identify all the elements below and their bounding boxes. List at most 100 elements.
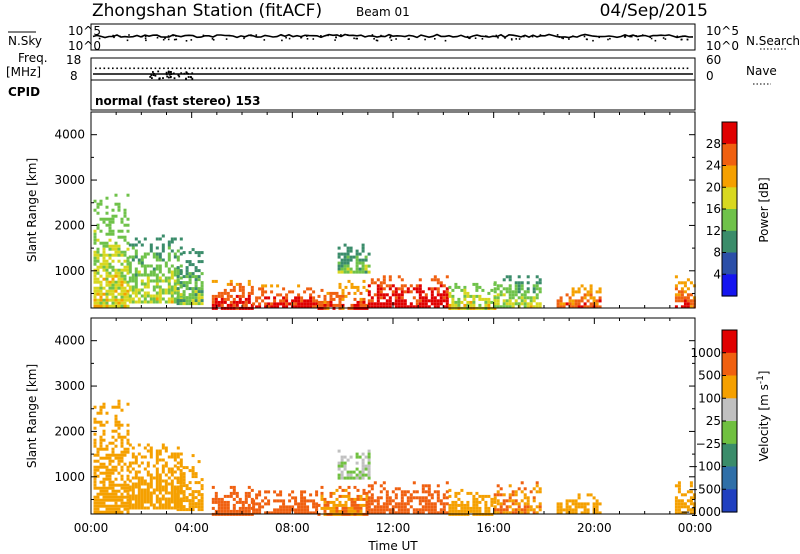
noise-point [664, 38, 667, 40]
echo-cell [343, 467, 347, 471]
echo-cell [335, 488, 339, 492]
echo-cell [356, 497, 360, 501]
echo-cell [490, 503, 494, 507]
echo-cell [326, 291, 330, 295]
echo-cell [105, 253, 109, 257]
echo-cell [361, 476, 365, 480]
echo-cell [400, 511, 404, 515]
echo-cell [391, 499, 395, 503]
echo-cell [692, 296, 696, 300]
echo-cell [347, 491, 351, 495]
echo-cell [217, 291, 221, 295]
echo-cell [149, 270, 153, 274]
echo-cell [131, 255, 135, 259]
echo-cell [505, 508, 509, 512]
echo-cell [111, 435, 115, 439]
echo-cell [182, 281, 186, 285]
echo-cell [229, 279, 233, 283]
nave-point [601, 67, 604, 70]
echo-cell [520, 293, 524, 297]
echo-cell [288, 290, 292, 294]
echo-cell [523, 496, 527, 500]
echo-cell [505, 299, 509, 303]
echo-cell [123, 495, 127, 499]
echo-cell [131, 276, 135, 280]
echo-cell [367, 458, 371, 462]
nave-point [231, 67, 233, 70]
echo-cell [93, 268, 97, 272]
echo-cell [288, 508, 292, 512]
echo-cell [353, 285, 357, 289]
echo-cell [683, 290, 687, 294]
echo-cell [472, 506, 476, 510]
echo-cell [143, 264, 147, 268]
echo-cell [418, 287, 422, 291]
noise-point [504, 37, 506, 39]
station-title: Zhongshan Station (fitACF) [92, 1, 322, 21]
echo-cell [294, 296, 298, 300]
echo-cell [349, 267, 353, 271]
echo-cell [126, 262, 130, 266]
echo-cell [361, 464, 365, 468]
echo-cell [126, 268, 130, 272]
noise-point [113, 36, 115, 39]
echo-cell [191, 496, 195, 500]
echo-cell [337, 464, 341, 468]
y-tick-label: 1000 [54, 264, 85, 278]
echo-cell [484, 500, 488, 504]
echo-cell [93, 289, 97, 293]
echo-cell [586, 508, 590, 512]
echo-cell [261, 293, 265, 297]
echo-cell [108, 483, 112, 487]
nave-point [209, 67, 212, 70]
echo-cell [320, 491, 324, 495]
noise-point [486, 35, 488, 38]
echo-cell [108, 304, 112, 308]
echo-cell [137, 288, 141, 292]
echo-cell [312, 302, 316, 306]
echo-cell [173, 297, 177, 301]
noise-point [251, 34, 253, 37]
echo-cell [111, 244, 115, 248]
echo-cell [223, 494, 227, 498]
echo-cell [194, 284, 198, 288]
echo-cell [143, 273, 147, 277]
echo-cell [238, 497, 242, 501]
echo-cell [493, 296, 497, 300]
echo-cell [409, 305, 413, 309]
echo-cell [332, 491, 336, 495]
nave-point [152, 74, 155, 76]
echo-cell [463, 291, 467, 295]
echo-cell [556, 505, 560, 509]
echo-cell [379, 511, 383, 515]
noise-point [255, 35, 257, 38]
echo-cell [214, 491, 218, 495]
echo-cell [397, 293, 401, 297]
echo-cell [358, 473, 362, 477]
echo-cell [105, 274, 109, 278]
nave-point [490, 67, 493, 70]
echo-cell [355, 270, 359, 274]
echo-cell [191, 472, 195, 476]
echo-cell [235, 500, 239, 504]
echo-cell [170, 482, 174, 486]
echo-cell [297, 302, 301, 306]
echo-cell [418, 499, 422, 503]
echo-cell [418, 299, 422, 303]
echo-cell [111, 298, 115, 302]
echo-cell [430, 496, 434, 500]
echo-cell [523, 502, 527, 506]
nave-point [533, 67, 536, 70]
echo-cell [565, 293, 569, 297]
x-axis-title: Time UT [367, 539, 418, 553]
echo-cell [496, 502, 500, 506]
echo-cell [511, 508, 515, 512]
echo-cell [412, 296, 416, 300]
echo-cell [692, 299, 696, 303]
echo-cell [197, 290, 201, 294]
echo-cell [535, 281, 539, 285]
velocity-x-axis: 00:00 04:00 08:00 12:00 16:00 20:00 00:00 [74, 318, 712, 535]
echo-cell [155, 476, 159, 480]
echo-cell [538, 278, 542, 282]
